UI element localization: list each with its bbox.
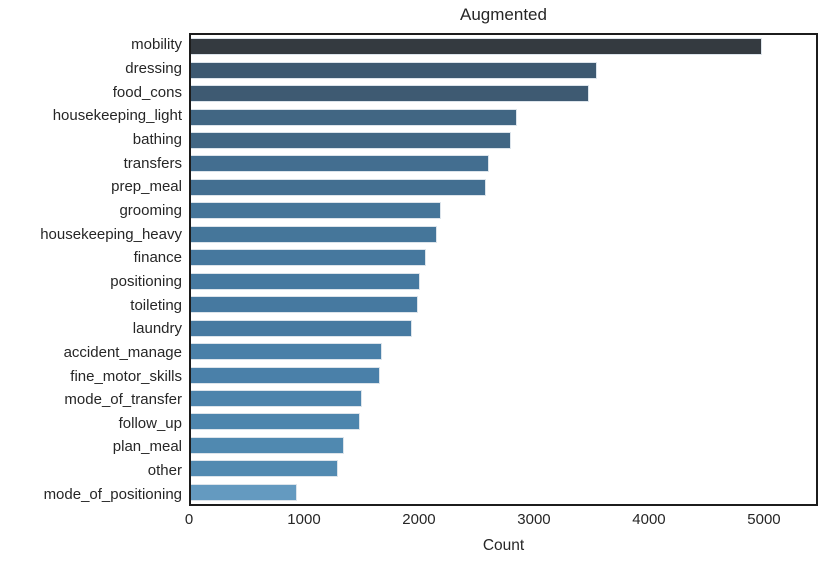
bar-follow_up (191, 413, 360, 431)
bar-row (191, 82, 816, 105)
chart-title: Augmented (460, 5, 547, 24)
bar-fine_motor_skills (191, 366, 380, 384)
bar-housekeeping_heavy (191, 225, 437, 243)
y-tick-label-plan_meal: plan_meal (112, 438, 182, 456)
bar-dressing (191, 61, 597, 79)
y-tick-label-positioning: positioning (110, 272, 182, 290)
x-tick-label-3000: 3000 (517, 511, 551, 528)
x-tick-label-4000: 4000 (632, 511, 666, 528)
bar-mode_of_transfer (191, 390, 363, 408)
bar-plan_meal (191, 436, 345, 454)
bar-row (191, 340, 816, 363)
y-tick-label-finance: finance (133, 249, 182, 267)
bar-row (191, 434, 816, 457)
x-tick-label-2000: 2000 (402, 511, 436, 528)
bar-toileting (191, 296, 419, 314)
bar-transfers (191, 155, 490, 173)
bar-food_cons (191, 85, 589, 103)
y-tick-label-prep_meal: prep_meal (111, 178, 182, 196)
y-axis-category-labels: mobility dressing food_cons housekeeping_li… (0, 33, 182, 506)
bar-row (191, 223, 816, 246)
y-tick-label-other: other (147, 462, 182, 480)
x-tick-label-5000: 5000 (747, 511, 781, 528)
bar-prep_meal (191, 178, 486, 196)
bar-row (191, 199, 816, 222)
bar-row (191, 316, 816, 339)
bar-positioning (191, 272, 420, 290)
bar-row (191, 58, 816, 81)
bar-row (191, 363, 816, 386)
bar-other (191, 460, 339, 478)
bar-row (191, 270, 816, 293)
x-axis-ticks: 0 1000 2000 3000 4000 5000 (185, 511, 818, 531)
y-tick-label-follow_up: follow_up (118, 414, 182, 432)
y-tick-label-mode_of_transfer: mode_of_transfer (64, 391, 182, 409)
y-tick-label-mode_of_positioning: mode_of_positioning (43, 485, 182, 503)
y-tick-label-housekeeping_light: housekeeping_light (52, 107, 182, 125)
y-tick-label-bathing: bathing (132, 130, 182, 148)
bar-row (191, 176, 816, 199)
plot-area (189, 33, 818, 506)
bar-row (191, 410, 816, 433)
bar-grooming (191, 202, 442, 220)
bar-laundry (191, 319, 412, 337)
bar-row (191, 387, 816, 410)
bar-row (191, 105, 816, 128)
bar-mobility (191, 38, 763, 56)
bar-row (191, 293, 816, 316)
y-tick-label-mobility: mobility (131, 36, 182, 54)
y-tick-label-food_cons: food_cons (112, 83, 182, 101)
y-tick-label-fine_motor_skills: fine_motor_skills (70, 367, 182, 385)
bar-housekeeping_light (191, 108, 517, 126)
x-axis-label: Count (482, 537, 525, 554)
y-tick-label-grooming: grooming (119, 201, 182, 219)
bar-row (191, 152, 816, 175)
x-tick-label-0: 0 (184, 511, 194, 528)
bar-row (191, 457, 816, 480)
y-tick-label-dressing: dressing (125, 59, 182, 77)
bar-row (191, 129, 816, 152)
bar-finance (191, 249, 427, 267)
y-tick-label-laundry: laundry (132, 320, 182, 338)
y-tick-label-transfers: transfers (123, 154, 182, 172)
bar-bathing (191, 132, 511, 150)
x-tick-label-1000: 1000 (287, 511, 321, 528)
y-tick-label-housekeeping_heavy: housekeeping_heavy (40, 225, 182, 243)
bar-accident_manage (191, 343, 383, 361)
bar-row (191, 35, 816, 58)
y-tick-label-toileting: toileting (130, 296, 182, 314)
bar-row (191, 481, 816, 504)
y-tick-label-accident_manage: accident_manage (63, 343, 182, 361)
bar-row (191, 246, 816, 269)
bar-mode_of_positioning (191, 483, 298, 501)
